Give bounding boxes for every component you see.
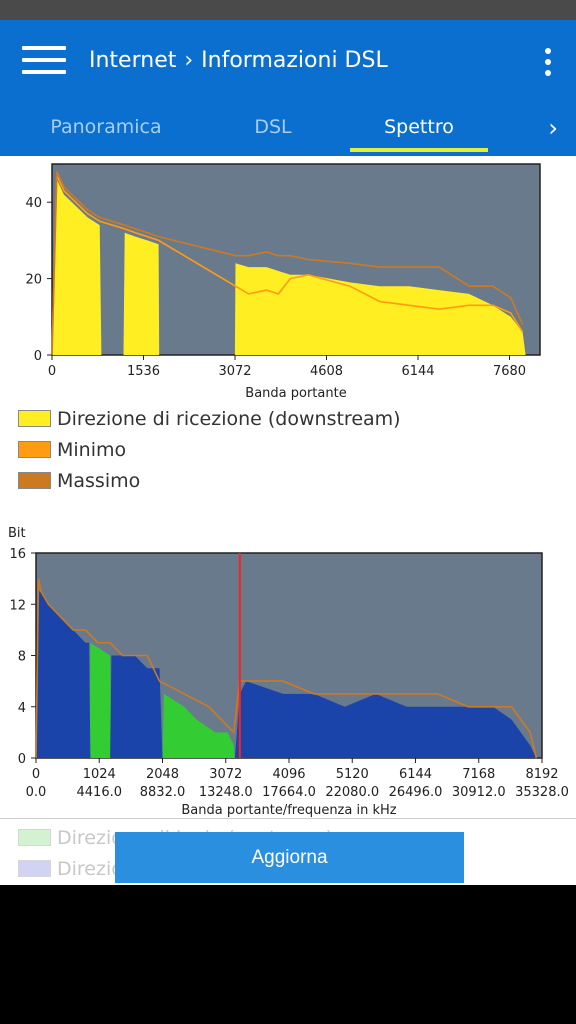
x-tick-label-khz: 4416.0: [77, 785, 123, 800]
x-tick-label: 0: [32, 767, 40, 782]
series-area: [36, 591, 537, 758]
y-tick-label: 0: [18, 752, 26, 767]
x-tick-label-khz: 17664.0: [262, 785, 316, 800]
y-tick-label: 12: [9, 598, 26, 613]
x-tick-label: 1536: [127, 364, 160, 379]
x-axis-title: Banda portante/frequenza in kHz: [181, 803, 396, 818]
bits-chart: 0 4 8 12 16 0 0.0 1024 4416.0 2048 8832.0 3072 13248…: [8, 526, 569, 818]
y-tick-label: 4: [18, 701, 26, 716]
y-tick-label: 0: [34, 349, 42, 364]
breadcrumb-root[interactable]: Internet: [89, 48, 177, 73]
legend-label: Minimo: [57, 438, 127, 461]
x-tick-label: 4608: [310, 364, 343, 379]
legend-swatch: [18, 410, 51, 427]
y-tick-label: 16: [9, 547, 26, 562]
spectrum-content: 0 20 40 0 1536 3072 4608 6144 7680 Banda portante…: [0, 156, 576, 885]
x-tick-label-khz: 8832.0: [140, 785, 186, 800]
y-tick-label: 20: [25, 273, 42, 288]
app-bar: Internet › Informazioni DSL Panoramica D…: [0, 20, 576, 156]
x-axis-title: Banda portante: [245, 386, 346, 401]
x-tick-label-khz: 0.0: [26, 785, 47, 800]
series-line: [35, 578, 538, 759]
x-tick-label-khz: 35328.0: [515, 785, 569, 800]
breadcrumb: Internet › Informazioni DSL: [89, 48, 388, 73]
chevron-right-icon: ›: [184, 48, 194, 73]
x-tick-label-khz: 30912.0: [452, 785, 506, 800]
series-line: [51, 171, 524, 356]
x-tick-label: 5120: [336, 767, 369, 782]
status-bar: [0, 0, 576, 20]
x-tick-label: 7168: [462, 767, 495, 782]
legend-swatch: [18, 472, 51, 489]
legend-label: Direzione di ricezione (downstream): [57, 407, 401, 430]
legend-top: Direzione di ricezione (downstream) Mini…: [18, 403, 401, 496]
series-area: [52, 179, 526, 355]
tab-panoramica[interactable]: Panoramica: [50, 116, 162, 138]
refresh-button[interactable]: Aggiorna: [115, 832, 464, 883]
legend-item: Minimo: [18, 434, 401, 465]
x-tick-label: 6144: [401, 364, 434, 379]
x-tick-label: 3072: [209, 767, 242, 782]
x-tick-label: 0: [48, 364, 56, 379]
series-area: [89, 642, 235, 758]
divider: [0, 818, 576, 819]
x-tick-label-khz: 13248.0: [199, 785, 253, 800]
x-tick-label: 4096: [272, 767, 305, 782]
tab-dsl[interactable]: DSL: [254, 116, 292, 138]
x-tick-label: 3072: [218, 364, 251, 379]
y-tick-label: 40: [25, 196, 42, 211]
x-tick-label: 6144: [399, 767, 432, 782]
tab-indicator: [350, 148, 488, 152]
x-tick-label-khz: 22080.0: [325, 785, 379, 800]
tab-spettro[interactable]: Spettro: [384, 116, 454, 138]
nav-bar-area: [0, 885, 576, 1024]
page-title: Informazioni DSL: [201, 48, 388, 73]
series-line: [51, 175, 524, 356]
legend-label: Massimo: [57, 469, 141, 492]
x-tick-label: 2048: [146, 767, 179, 782]
legend-swatch: [18, 829, 51, 846]
y-tick-label: 8: [18, 650, 26, 665]
hamburger-menu-icon[interactable]: [22, 46, 66, 78]
x-tick-label-khz: 26496.0: [389, 785, 443, 800]
legend-item: Massimo: [18, 465, 401, 496]
tab-bar: Panoramica DSL Spettro ›: [0, 110, 576, 152]
legend-item: Direzione di ricezione (downstream): [18, 403, 401, 434]
snr-chart: 0 20 40 0 1536 3072 4608 6144 7680 Banda portante: [25, 163, 541, 401]
x-tick-label: 1024: [83, 767, 116, 782]
legend-swatch: [18, 441, 51, 458]
chevron-right-icon[interactable]: ›: [548, 114, 558, 142]
y-axis-title: Bit: [8, 526, 26, 541]
x-tick-label: 7680: [493, 364, 526, 379]
more-vert-icon[interactable]: [538, 48, 558, 76]
x-tick-label: 8192: [525, 767, 558, 782]
legend-swatch: [18, 860, 51, 877]
